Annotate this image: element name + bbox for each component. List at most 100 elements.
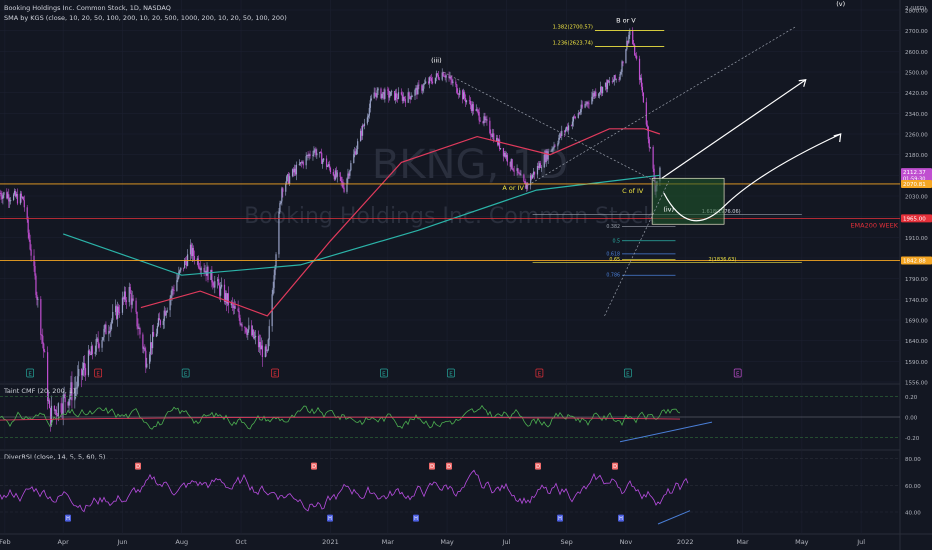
- candle-body: [319, 152, 321, 154]
- candle-body: [564, 130, 566, 132]
- candle-body: [560, 133, 562, 136]
- candle-body: [240, 324, 242, 326]
- earnings-marker[interactable]: [535, 368, 544, 378]
- earnings-marker[interactable]: [733, 368, 742, 378]
- candle-body: [641, 86, 644, 93]
- candle-body: [279, 203, 281, 212]
- candle-body: [129, 287, 131, 294]
- candle-body: [489, 120, 491, 134]
- candle-body: [273, 275, 275, 288]
- candle-body: [659, 167, 661, 182]
- candle-body: [394, 93, 397, 101]
- rsi-divergence-tag-label: H: [328, 516, 332, 522]
- candle-body: [526, 183, 528, 189]
- candle-body: [157, 318, 160, 326]
- candle-body: [635, 55, 637, 57]
- candle-body: [363, 123, 366, 127]
- candle-body: [346, 178, 348, 192]
- candle-body: [56, 414, 58, 417]
- candle-body: [554, 145, 556, 147]
- candle-body: [509, 161, 511, 167]
- candle-body: [570, 125, 573, 127]
- candle-body: [503, 152, 506, 157]
- candle-body: [411, 95, 413, 98]
- retrace-label: 0.618: [606, 251, 620, 257]
- candle-body: [614, 75, 616, 80]
- candle-body: [298, 164, 300, 165]
- candle-body: [44, 351, 46, 353]
- candle-body: [238, 311, 240, 318]
- candle-body: [164, 310, 166, 316]
- rsi-divergence-tag-label: D: [536, 464, 540, 470]
- candle-body: [122, 297, 125, 300]
- candle-body: [307, 155, 309, 157]
- candle-body: [485, 119, 487, 121]
- candle-body: [585, 103, 587, 105]
- price-tick-label: 1640.00: [905, 339, 928, 345]
- candle-body: [608, 81, 610, 83]
- sma-header: SMA by KGS (close, 10, 20, 50, 100, 200,…: [4, 14, 287, 22]
- candle-body: [552, 148, 554, 150]
- price-tick-label: 2700.00: [905, 29, 928, 35]
- earnings-marker[interactable]: [26, 368, 34, 378]
- candle-body: [577, 113, 579, 118]
- candle-body: [354, 151, 356, 155]
- candle-body: [490, 133, 492, 136]
- rsi-divergence-tag-label: H: [66, 516, 70, 522]
- candle-body: [523, 174, 525, 182]
- price-tick-label: 1590.00: [905, 360, 928, 366]
- earnings-marker[interactable]: [380, 368, 388, 378]
- candle-body: [128, 287, 130, 303]
- earnings-marker[interactable]: [94, 368, 103, 378]
- candle-body: [265, 346, 267, 352]
- candle-body: [316, 153, 318, 156]
- candle-body: [282, 188, 284, 192]
- watermark-ticker: BKNG, 1D: [372, 142, 568, 188]
- candle-body: [108, 330, 110, 335]
- candle-body: [530, 175, 532, 186]
- retrace-label: 0.5: [612, 238, 620, 244]
- earnings-marker[interactable]: [624, 368, 632, 378]
- candle-body: [438, 78, 440, 80]
- candle-body: [90, 346, 92, 355]
- earnings-marker[interactable]: [447, 368, 455, 378]
- candle-body: [151, 332, 154, 349]
- candle-body: [402, 96, 404, 101]
- price-badge: [901, 214, 932, 223]
- candle-body: [400, 92, 403, 95]
- candle-body: [579, 112, 581, 114]
- candle-body: [291, 169, 294, 177]
- cmf-tick-label: -0.20: [905, 436, 920, 442]
- earnings-marker[interactable]: [181, 368, 190, 378]
- candle-body: [394, 90, 396, 101]
- cmf-trendline: [619, 421, 713, 443]
- candle-body: [68, 399, 70, 406]
- wave-label: A or IV: [502, 184, 524, 192]
- candle-body: [479, 120, 481, 122]
- candle-body: [155, 333, 158, 337]
- candle-body: [370, 98, 372, 101]
- candle-body: [186, 261, 188, 266]
- candle-body: [463, 92, 466, 99]
- price-badge-label: 1842.88: [903, 258, 926, 264]
- candle-body: [449, 76, 451, 79]
- candle-body: [98, 343, 100, 348]
- candle-body: [546, 151, 548, 160]
- rsi-divergence-tag-label: D: [430, 464, 434, 470]
- candle-body: [642, 92, 645, 103]
- candle-body: [102, 337, 104, 341]
- candle-body: [6, 192, 8, 199]
- candle-body: [536, 166, 539, 175]
- price-badge: [901, 168, 932, 183]
- candle-body: [241, 324, 243, 327]
- candle-body: [245, 328, 247, 333]
- candle-body: [295, 164, 298, 175]
- candle-body: [21, 197, 23, 198]
- candle-body: [601, 86, 603, 94]
- earnings-marker[interactable]: [271, 368, 279, 378]
- price-tick-label: 2500.00: [905, 71, 928, 77]
- candle-body: [89, 354, 91, 355]
- candle-body: [143, 348, 145, 350]
- candle-body: [636, 55, 638, 59]
